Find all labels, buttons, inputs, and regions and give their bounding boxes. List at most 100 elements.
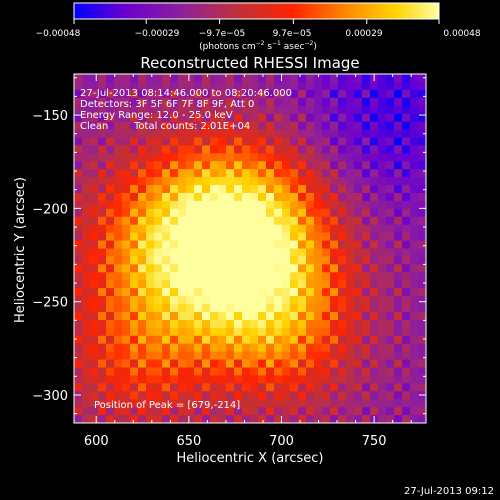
heatmap-cell (202, 129, 211, 139)
heatmap-cell (162, 192, 171, 202)
heatmap-cell (146, 367, 155, 377)
heatmap-cell (154, 335, 163, 345)
heatmap-cell (370, 256, 379, 265)
heatmap-cell (106, 137, 115, 146)
heatmap-cell (402, 145, 411, 154)
heatmap-cell (274, 145, 283, 154)
heatmap-cell (410, 288, 419, 297)
heatmap-cell (394, 192, 403, 202)
heatmap-cell (258, 399, 267, 408)
heatmap-cell (226, 280, 235, 289)
heatmap-cell (242, 240, 251, 250)
heatmap-cell (186, 177, 195, 186)
heatmap-cell (274, 343, 283, 353)
heatmap-cell (122, 161, 131, 170)
heatmap-cell (202, 105, 211, 115)
heatmap-cell (186, 280, 195, 289)
heatmap-cell (306, 97, 315, 107)
heatmap-cell (386, 407, 395, 416)
heatmap-cell (154, 232, 163, 242)
heatmap-cell (394, 367, 403, 377)
heatmap-cell (146, 343, 155, 353)
heatmap-cell (218, 97, 227, 107)
heatmap-cell (394, 319, 403, 329)
heatmap-cell (410, 97, 419, 107)
heatmap-cell (138, 327, 147, 337)
heatmap-cell (202, 161, 211, 170)
heatmap-cell (130, 335, 139, 345)
heatmap-cell (82, 216, 91, 226)
heatmap-cell (282, 248, 291, 258)
heatmap-cell (410, 319, 419, 329)
heatmap-cell (122, 97, 131, 107)
heatmap-cell (314, 383, 323, 392)
heatmap-cell (354, 224, 363, 234)
heatmap-cell (418, 240, 426, 250)
heatmap-cell (186, 145, 195, 154)
heatmap-cell (370, 311, 379, 321)
heatmap-cell (122, 121, 131, 131)
heatmap-cell (282, 105, 291, 115)
heatmap-cell (202, 169, 211, 178)
x-tick-label: 700 (269, 434, 294, 449)
heatmap-cell (378, 343, 387, 353)
heatmap-cell (114, 415, 123, 423)
heatmap-cell (386, 224, 395, 234)
heatmap-cell (282, 185, 291, 194)
heatmap-cell (266, 343, 275, 353)
heatmap-cell (346, 81, 355, 91)
heatmap-cell (394, 169, 403, 178)
heatmap-cell (282, 367, 291, 377)
heatmap-cell (250, 224, 259, 234)
heatmap-cell (178, 208, 187, 218)
heatmap-cell (114, 129, 123, 139)
heatmap-cell (282, 296, 291, 305)
heatmap-cell (114, 200, 123, 210)
heatmap-cell (314, 304, 323, 313)
heatmap-cell (362, 335, 371, 345)
heatmap-cell (178, 311, 187, 321)
heatmap-cell (314, 288, 323, 297)
heatmap-cell (122, 224, 131, 234)
heatmap-cell (322, 383, 331, 392)
heatmap-cell (338, 240, 347, 250)
heatmap-cell (154, 383, 163, 392)
heatmap-cell (242, 327, 251, 337)
heatmap-cell (354, 327, 363, 337)
heatmap-cell (274, 177, 283, 186)
heatmap-cell (418, 200, 426, 210)
heatmap-cell (178, 192, 187, 202)
heatmap-cell (394, 327, 403, 337)
heatmap-cell (282, 343, 291, 353)
heatmap-cell (346, 161, 355, 170)
heatmap-cell (402, 399, 411, 408)
heatmap-cell (362, 105, 371, 115)
heatmap-cell (362, 264, 371, 273)
heatmap-cell (314, 97, 323, 107)
heatmap-cell (98, 256, 107, 265)
heatmap-cell (370, 121, 379, 131)
heatmap-cell (370, 105, 379, 115)
heatmap-cell (178, 224, 187, 234)
heatmap-cell (258, 359, 267, 369)
heatmap-cell (130, 129, 139, 139)
heatmap-cell (226, 200, 235, 210)
heatmap-cell (170, 272, 179, 281)
counts-annotation: Total counts: 2.01E+04 (133, 121, 250, 132)
heatmap-cell (314, 208, 323, 218)
heatmap-cell (210, 89, 219, 99)
heatmap-cell (226, 296, 235, 305)
heatmap-cell (338, 415, 347, 423)
heatmap-cell (298, 145, 307, 154)
heatmap-cell (130, 121, 139, 131)
heatmap-cell (138, 240, 147, 250)
heatmap-cell (82, 296, 91, 305)
heatmap-cell (74, 185, 83, 194)
heatmap-cell (386, 311, 395, 321)
heatmap-cell (362, 153, 371, 162)
heatmap-cell (202, 232, 211, 242)
heatmap-cell (74, 288, 83, 297)
heatmap-cell (154, 177, 163, 186)
heatmap-cell (250, 185, 259, 194)
heatmap-cell (218, 105, 227, 115)
